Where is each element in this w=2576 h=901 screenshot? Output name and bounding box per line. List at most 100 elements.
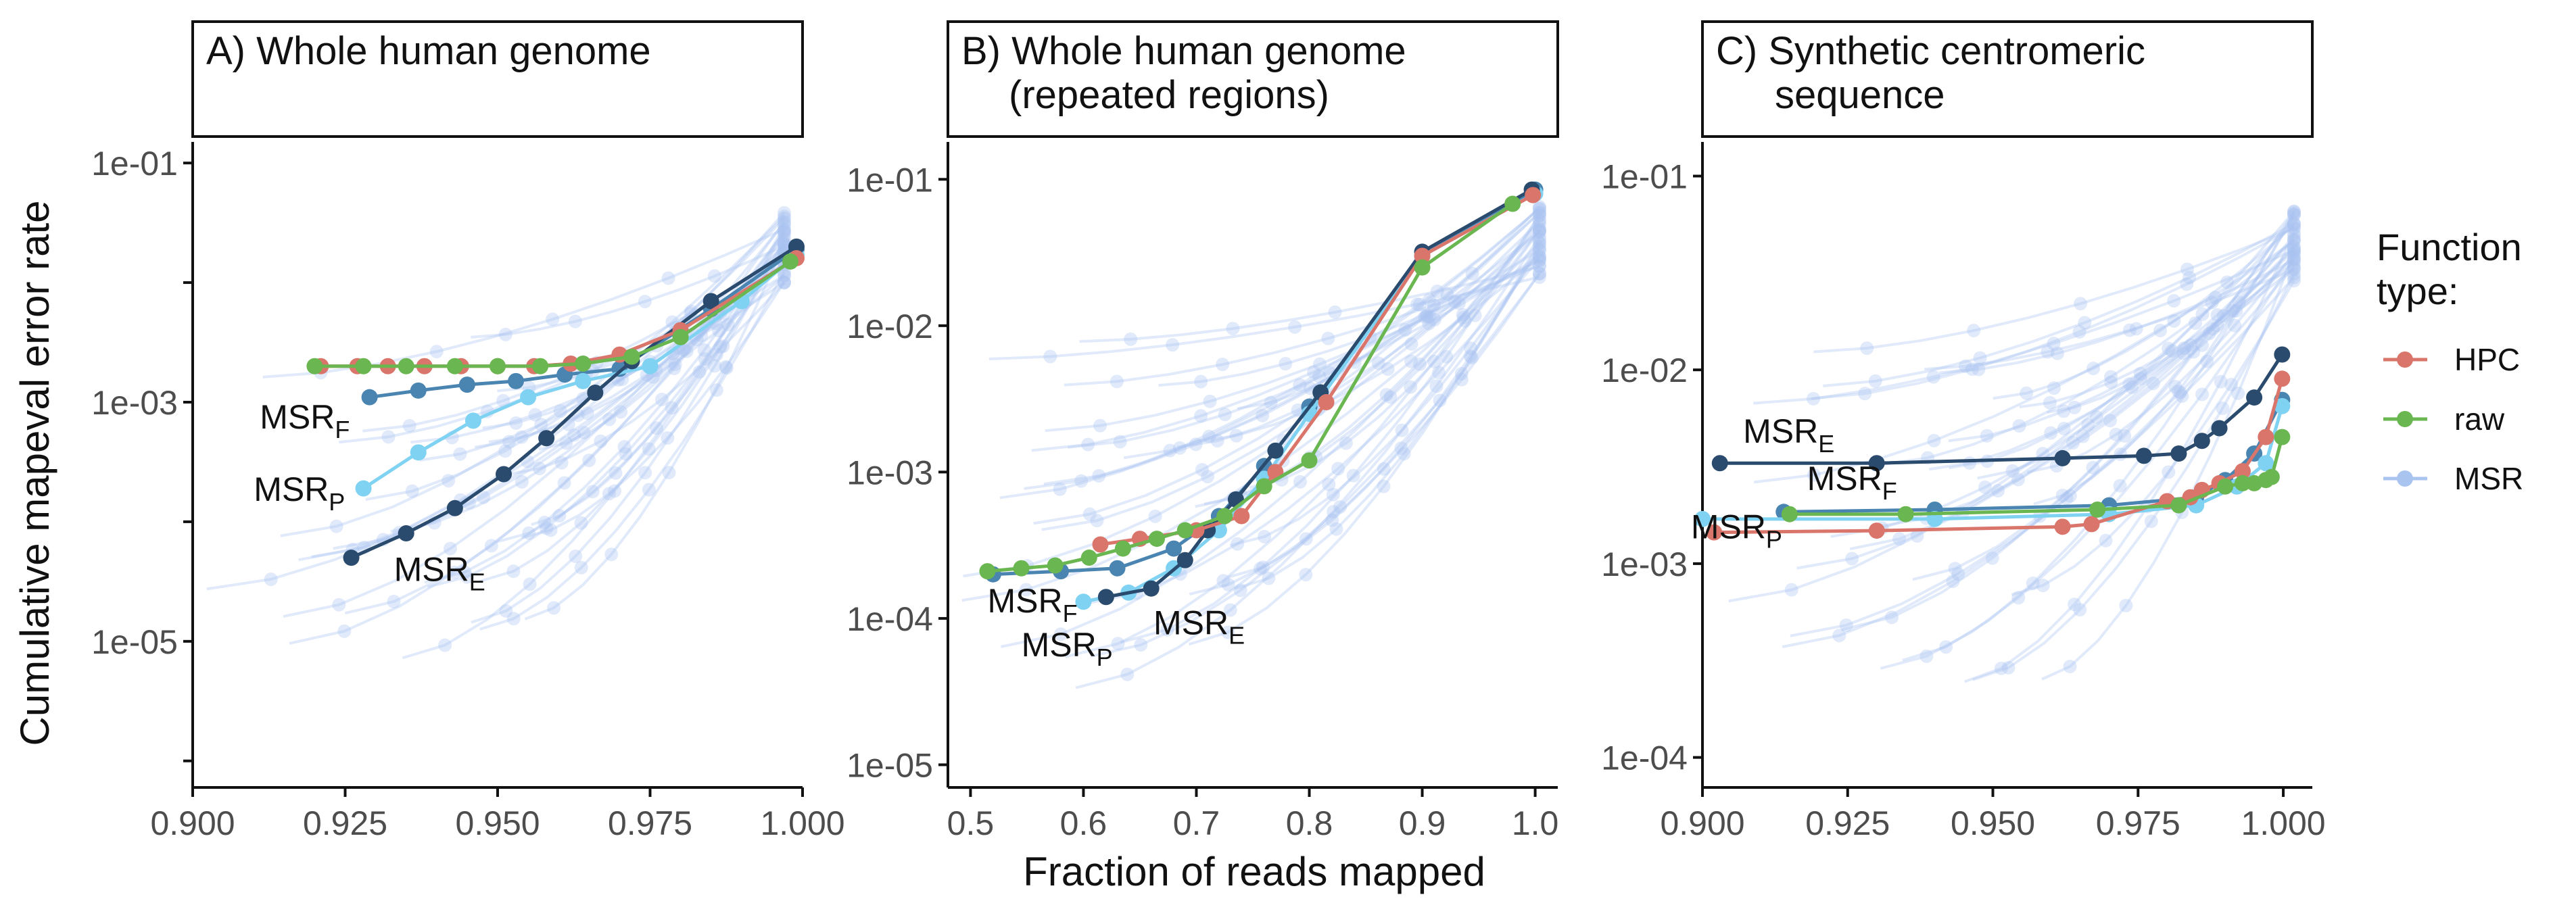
msr-point: [1958, 359, 1972, 373]
msr-point: [2287, 240, 2301, 254]
msr-point: [2073, 603, 2087, 617]
msr-point: [1832, 629, 1846, 643]
msr-point: [1019, 583, 1033, 597]
msr-point: [667, 362, 682, 376]
msr-point: [777, 239, 791, 253]
msr-curve: [344, 220, 786, 615]
msr-point: [1845, 552, 1859, 566]
msr-point: [665, 401, 679, 415]
msr-point: [602, 487, 616, 501]
msr-point: [574, 516, 588, 530]
msr-point: [2066, 436, 2080, 450]
msr-curve: [2019, 262, 2295, 409]
msr-point: [1456, 310, 1471, 324]
data-point: [2054, 449, 2071, 466]
data-point: [532, 358, 549, 374]
msr-point: [2162, 341, 2176, 356]
msr-curve: [1237, 205, 1541, 410]
label-main: MSR: [260, 398, 335, 436]
msr-curve: [1041, 220, 1541, 531]
y-tick-label: 1e-03: [1601, 545, 1688, 583]
label-subscript: E: [469, 568, 485, 595]
data-point: [672, 328, 689, 345]
msr-point: [1226, 322, 1240, 336]
msr-curve: [999, 208, 1541, 500]
msr-curve: [1067, 255, 1541, 449]
msr-point: [1427, 298, 1441, 312]
x-tick-label: 1.0: [1512, 804, 1559, 842]
msr-point: [1279, 357, 1293, 371]
msr-curve: [1033, 211, 1541, 525]
msr-curve: [1813, 226, 2295, 354]
series-label-msr-p: MSRP: [1022, 626, 1113, 671]
msr-point: [2287, 262, 2301, 276]
data-point: [702, 293, 719, 310]
msr-point: [1532, 224, 1546, 239]
msr-point: [1404, 337, 1418, 351]
panel-a-title-box: [191, 20, 804, 138]
series-label-msr-e: MSRE: [1153, 604, 1245, 649]
y-tick-label: 1e-02: [1601, 351, 1688, 389]
msr-point: [719, 360, 733, 374]
msr-point: [2195, 387, 2210, 401]
msr-point: [2086, 460, 2100, 474]
msr-point: [1262, 571, 1276, 585]
msr-point: [2184, 338, 2198, 352]
msr-point: [1395, 423, 1409, 437]
msr-point: [1948, 562, 1962, 576]
msr-point: [1965, 362, 1979, 376]
msr-point: [1468, 308, 1482, 322]
msr-point: [697, 343, 711, 357]
msr-point: [1346, 468, 1360, 483]
legend-title: Function: [2377, 226, 2522, 268]
msr-point: [679, 344, 694, 358]
data-point: [1143, 580, 1160, 597]
msr-point: [574, 560, 588, 575]
msr-point: [2162, 465, 2176, 479]
msr-point: [1464, 341, 1478, 356]
x-tick-label: 0.950: [1951, 804, 2035, 842]
msr-curve: [521, 281, 786, 539]
msr-point: [2167, 314, 2181, 328]
msr-point: [586, 485, 600, 499]
msr-point: [1532, 253, 1546, 268]
data-point: [1149, 531, 1166, 547]
msr-point: [381, 430, 396, 444]
msr-point: [1307, 365, 1321, 379]
msr-point: [1532, 213, 1546, 227]
msr-point: [1053, 482, 1067, 496]
msr-curve: [1091, 272, 1541, 658]
msr-point: [1432, 366, 1446, 380]
msr-point: [2122, 377, 2137, 391]
msr-curve: [1064, 264, 1540, 387]
panel-b: B) Whole human genome (repeated regions)…: [846, 20, 1559, 842]
data-point: [1711, 455, 1728, 472]
panel-b-title-line2: (repeated regions): [1009, 73, 1329, 117]
msr-point: [1422, 316, 1436, 331]
msr-point: [709, 383, 723, 397]
msr-point: [2072, 324, 2086, 339]
data-point: [2170, 497, 2187, 514]
msr-curve: [496, 249, 786, 543]
msr-point: [2165, 344, 2179, 358]
y-axis-label: Cumulative mapeval error rate: [12, 201, 57, 746]
msr-point: [477, 490, 491, 504]
msr-curve: [1198, 255, 1541, 443]
msr-point: [2220, 275, 2234, 289]
data-point: [575, 372, 592, 389]
panel-c: C) Synthetic centromeric sequence 1e-041…: [1601, 20, 2326, 842]
msr-point: [329, 519, 343, 533]
msr-point: [498, 327, 512, 341]
msr-point: [2180, 277, 2194, 291]
label-subscript: E: [1229, 621, 1245, 649]
msr-point: [2287, 204, 2301, 218]
legend-entry-hpc: HPC: [2383, 342, 2520, 377]
msr-point: [496, 393, 510, 408]
msr-curve: [1158, 259, 1540, 387]
msr-point: [2020, 386, 2034, 400]
msr-curve: [1938, 259, 2295, 374]
msr-point: [332, 598, 346, 612]
msr-point: [2287, 221, 2301, 235]
msr-point: [614, 405, 628, 419]
msr-point: [559, 436, 573, 450]
